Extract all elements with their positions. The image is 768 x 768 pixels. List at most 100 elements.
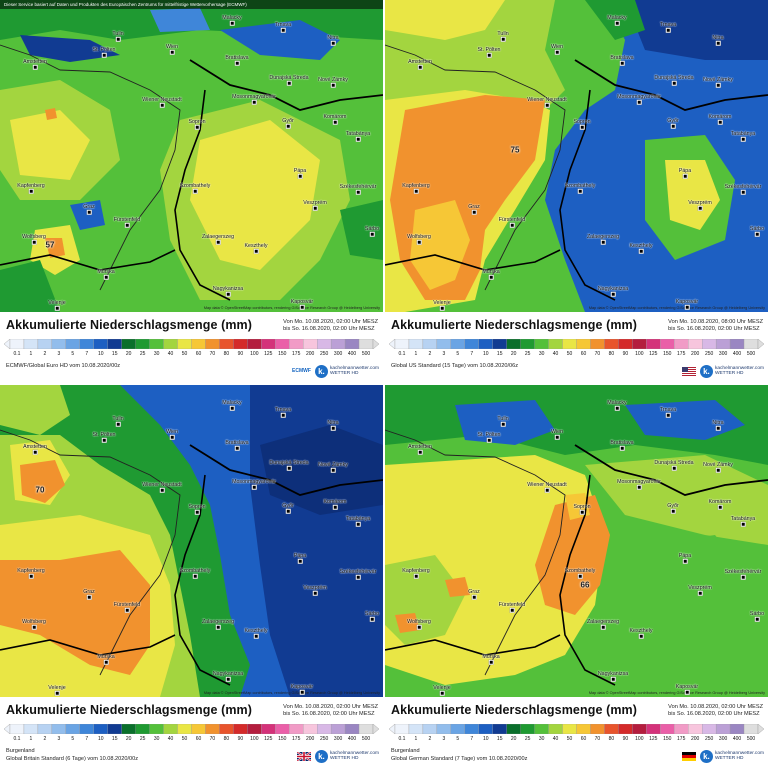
city-marker (697, 590, 703, 596)
city-label: Győr (282, 503, 294, 509)
city-label: Székesfehérvár (339, 569, 377, 575)
city-label: Nitra (712, 420, 724, 426)
scale-label: 5 (71, 736, 75, 742)
scale-label: 15 (496, 736, 503, 742)
title-bar: Akkumulierte Niederschlagsmenge (mm) Von… (385, 314, 768, 338)
city-label: Amstetten (408, 59, 432, 65)
kachelmannwetter-logo[interactable]: k. kachelmannwetter.com WETTER HD (699, 364, 764, 378)
scale-label: 2 (43, 351, 47, 357)
scale-label: 50 (566, 736, 573, 742)
scale-swatch (358, 339, 374, 349)
city-marker (86, 209, 92, 215)
scale-label: 300 (718, 351, 728, 357)
city-label: Fürstenfeld (498, 602, 526, 608)
city-label: Dunajská Streda (269, 75, 309, 81)
scale-label: 200 (306, 351, 315, 357)
city-marker (684, 689, 690, 695)
city-marker (671, 465, 677, 471)
panel-ecmwf: Dieser Service basiert auf Daten und Pro… (0, 0, 383, 383)
city-label: Wien (165, 429, 179, 435)
scale-swatch (688, 339, 703, 349)
scale-label: 100 (250, 736, 259, 742)
city-label: Tulln (112, 416, 124, 422)
scale-label: 2 (428, 351, 432, 357)
city-label: Sárbo (364, 611, 380, 617)
kachelmannwetter-logo[interactable]: k. kachelmannwetter.com WETTER HD (314, 364, 379, 378)
scale-swatch (275, 339, 290, 349)
scale-swatch (632, 724, 647, 734)
map-title: Akkumulierte Niederschlagsmenge (mm) (6, 703, 253, 717)
city-label: Pápa (678, 168, 692, 174)
scale-swatch (576, 339, 591, 349)
precip-map[interactable]: Dieser Service basiert auf Daten und Pro… (0, 0, 383, 312)
scale-swatch (261, 724, 276, 734)
city-label: Tatabánya (730, 516, 756, 522)
city-label: Murska (97, 654, 115, 660)
scale-swatch (65, 724, 80, 734)
city-marker (740, 521, 746, 527)
city-marker (413, 573, 419, 579)
scale-label: 10 (97, 736, 104, 742)
scale-swatch (289, 724, 304, 734)
city-label: Keszthely (244, 628, 268, 634)
scale-swatch (177, 339, 192, 349)
scale-swatch (729, 724, 745, 734)
scale-swatch (422, 724, 438, 734)
city-marker (369, 231, 375, 237)
precip-map[interactable]: 70 Map data © OpenStreetMap contributors… (0, 385, 383, 697)
city-label: Bratislava (225, 440, 249, 446)
city-marker (369, 616, 375, 622)
scale-swatch (436, 339, 451, 349)
city-marker (717, 504, 723, 510)
city-label: Bratislava (225, 55, 249, 61)
city-marker (600, 624, 606, 630)
city-marker (486, 52, 492, 58)
scale-swatch (303, 724, 318, 734)
city-label: Graz (468, 589, 480, 595)
precip-map[interactable]: 66 Map data © OpenStreetMap contributors… (385, 385, 768, 697)
city-marker (740, 136, 746, 142)
city-marker (416, 239, 422, 245)
city-label: Győr (667, 118, 679, 124)
city-marker (636, 484, 642, 490)
scale-swatch (65, 339, 80, 349)
scale-label: 250 (319, 351, 329, 357)
scale-swatch (394, 724, 410, 734)
max-value-label: 70 (35, 485, 45, 495)
scale-swatch (330, 339, 346, 349)
city-marker (439, 305, 445, 311)
city-marker (192, 573, 198, 579)
scale-label: 15 (111, 736, 118, 742)
scale-swatch (303, 339, 318, 349)
scale-swatch (51, 724, 66, 734)
scale-label: 125 (649, 736, 658, 742)
city-label: Velenje (48, 300, 66, 306)
city-marker (500, 36, 506, 42)
city-label: Sárbo (749, 611, 765, 617)
city-label: Amstetten (408, 444, 432, 450)
city-marker (251, 484, 257, 490)
precip-map[interactable]: 75 Map data © OpenStreetMap contributors… (385, 0, 768, 312)
city-label: Győr (282, 118, 294, 124)
city-marker (684, 304, 690, 310)
city-label: Fürstenfeld (113, 602, 141, 608)
kachelmannwetter-logo[interactable]: k. kachelmannwetter.com WETTER HD (699, 749, 764, 763)
scale-label: 500 (361, 736, 371, 742)
period-text: Von Mo. 10.08.2020, 08:00 Uhr MESZ bis S… (668, 319, 763, 332)
scale-label: 500 (746, 351, 756, 357)
city-marker (32, 64, 38, 70)
city-label: Sopron (188, 119, 206, 125)
scale-label: 40 (552, 351, 559, 357)
scale-label: 0.1 (13, 351, 21, 357)
scale-label: 500 (361, 351, 371, 357)
scale-label: 250 (704, 736, 714, 742)
city-marker (159, 102, 165, 108)
scale-label: 200 (691, 736, 700, 742)
kachelmannwetter-logo[interactable]: k. kachelmannwetter.com WETTER HD (314, 749, 379, 763)
scale-arrow-left (389, 724, 396, 734)
scale-label: 30 (153, 736, 160, 742)
city-marker (234, 60, 240, 66)
scale-label: 60 (580, 736, 587, 742)
scale-label: 10 (97, 351, 104, 357)
city-label: Murska (97, 269, 115, 275)
